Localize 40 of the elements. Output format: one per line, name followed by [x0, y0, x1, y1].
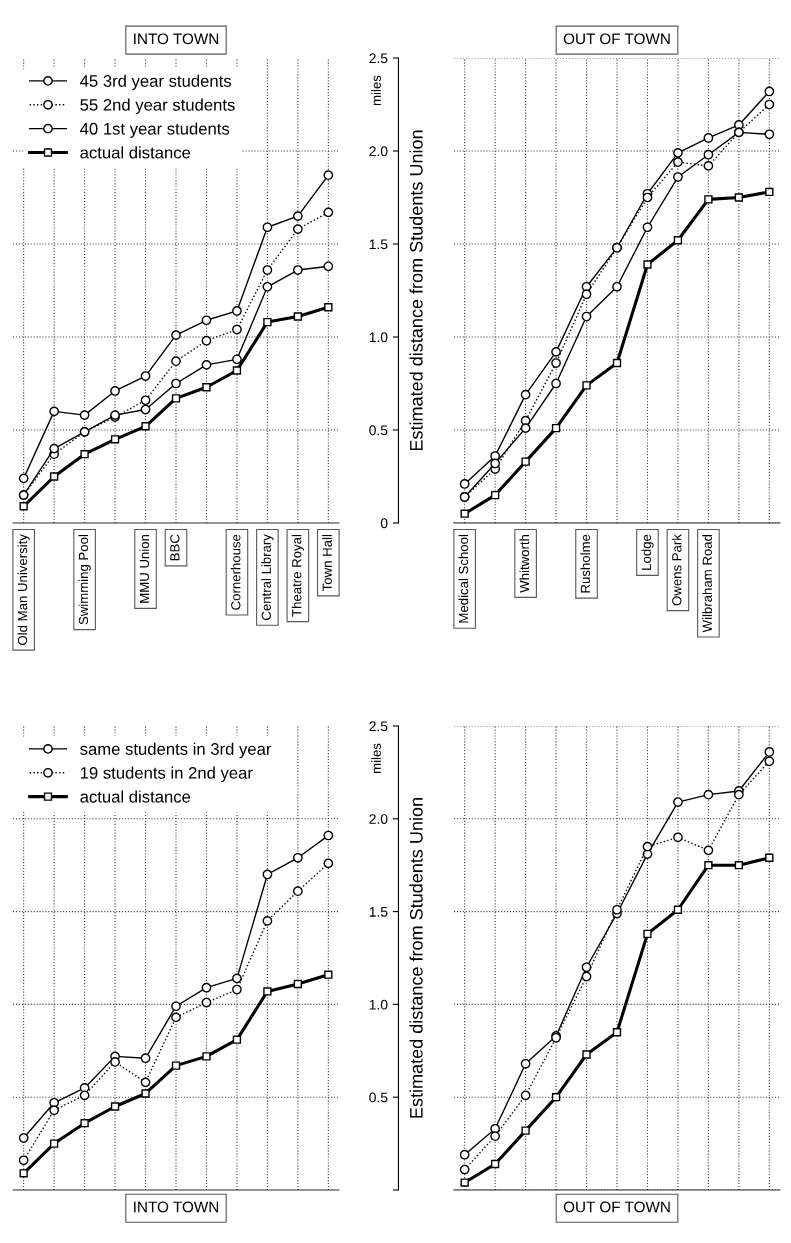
x-axis-title: OUT OF TOWN: [563, 1201, 670, 1213]
y-tick-label: 2.0: [369, 814, 388, 824]
x-tick-label: BBC: [170, 534, 180, 561]
x-tick-label: Cornerhouse: [230, 534, 241, 610]
legend-label: actual distance: [80, 146, 191, 159]
x-tick-label: Lodge: [641, 534, 654, 570]
x-tick-label: Medical School: [458, 534, 469, 623]
y-tick-label: 0.5: [369, 425, 388, 436]
legend-label: actual distance: [80, 790, 191, 803]
x-tick-label: Owens Park: [671, 534, 682, 606]
legend-label: 55 2nd year students: [80, 98, 235, 115]
x-tick-label: Old Man University: [17, 534, 30, 645]
y-tick-label: 1.0: [369, 999, 388, 1010]
y-tick-label: 1.5: [369, 239, 388, 250]
x-tick-label: MMU Union: [139, 534, 150, 603]
x-tick-label: Swimming Pool: [78, 534, 91, 625]
y-tick-label: 1.5: [369, 907, 388, 917]
x-tick-label: Wilbraham Road: [702, 534, 712, 633]
y-tick-label: 1.0: [369, 332, 388, 343]
legend-label: 45 3rd year students: [80, 74, 232, 91]
legend-label: 19 students in 2nd year: [80, 766, 253, 783]
x-tick-label: Town Hall: [322, 534, 332, 591]
text: miles: [371, 75, 381, 106]
y-tick-label: 2.5: [369, 53, 388, 64]
x-tick-label: Central Library: [261, 534, 274, 620]
y-axis-title: Estimated distance from Students Union: [409, 798, 423, 1118]
y-tick-label: 0.5: [369, 1092, 388, 1103]
x-tick-label: Rusholme: [580, 534, 591, 593]
x-tick-label: Theatre Royal: [291, 534, 305, 617]
y-tick-label: 2.0: [369, 146, 388, 157]
legend-label: 40 1st year students: [80, 122, 230, 138]
y-axis-title: Estimated distance from Students Union: [409, 130, 423, 451]
y-tick-label: 2.5: [369, 721, 388, 732]
y-tick-label: 0: [380, 518, 388, 529]
chart-title: OUT OF TOWN: [563, 33, 670, 45]
chart-title: INTO TOWN: [134, 33, 219, 45]
legend-label: same students in 3rd year: [80, 742, 272, 759]
x-tick-label: Whitworth: [519, 534, 530, 593]
x-axis-title: INTO TOWN: [134, 1201, 219, 1213]
text: miles: [371, 743, 381, 773]
